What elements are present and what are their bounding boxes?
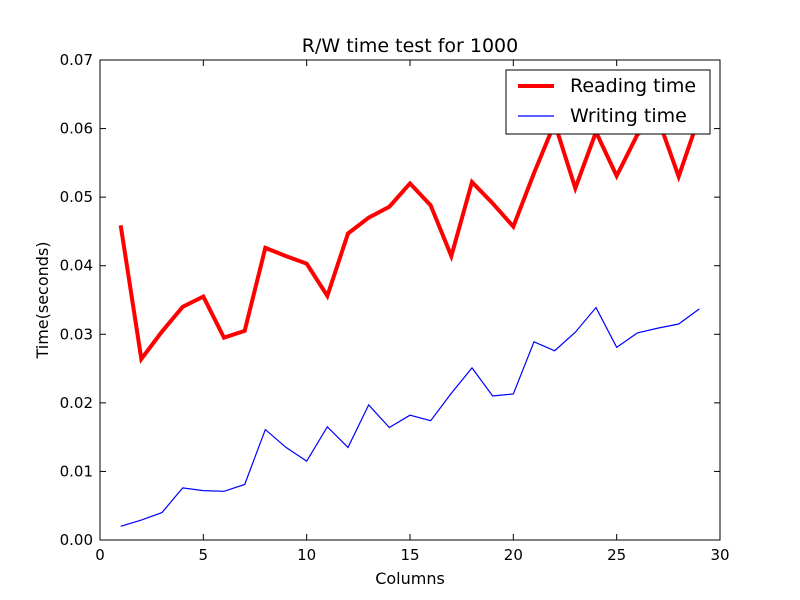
legend-box: [505, 69, 711, 135]
x-tick-label-6: 30: [710, 546, 729, 564]
y-axis-label: Time(seconds): [33, 241, 52, 359]
chart-title: R/W time test for 1000: [302, 35, 518, 57]
series-line-reading-time: [118, 114, 702, 364]
ticks-layer: 0 5 10 15 20 25 30 0.00 0.01 0.02 0.03 0.04 0.05 0.06…: [60, 51, 730, 564]
x-tick-label-3: 15: [400, 546, 419, 564]
legend-label-reading-time: Reading time: [570, 75, 696, 97]
legend-label-writing-time: Writing time: [570, 105, 687, 127]
x-tick-label-0: 0: [95, 546, 105, 564]
y-tick-label-0: 0.00: [60, 531, 93, 549]
x-tick-label-5: 25: [607, 546, 626, 564]
legend: Reading time Writing time: [505, 69, 711, 135]
y-tick-label-7: 0.07: [60, 51, 93, 69]
y-tick-label-2: 0.02: [60, 394, 93, 412]
y-tick-label-5: 0.05: [60, 188, 93, 206]
y-tick-label-3: 0.03: [60, 325, 93, 343]
x-tick-label-1: 5: [199, 546, 209, 564]
x-tick-label-2: 10: [297, 546, 316, 564]
y-tick-label-4: 0.04: [60, 257, 93, 275]
x-tick-label-4: 20: [504, 546, 523, 564]
y-tick-label-1: 0.01: [60, 462, 93, 480]
y-tick-label-6: 0.06: [60, 120, 93, 138]
series-line-writing-time: [120, 306, 700, 527]
x-axis-label: Columns: [375, 569, 445, 588]
series-layer: [118, 114, 702, 527]
